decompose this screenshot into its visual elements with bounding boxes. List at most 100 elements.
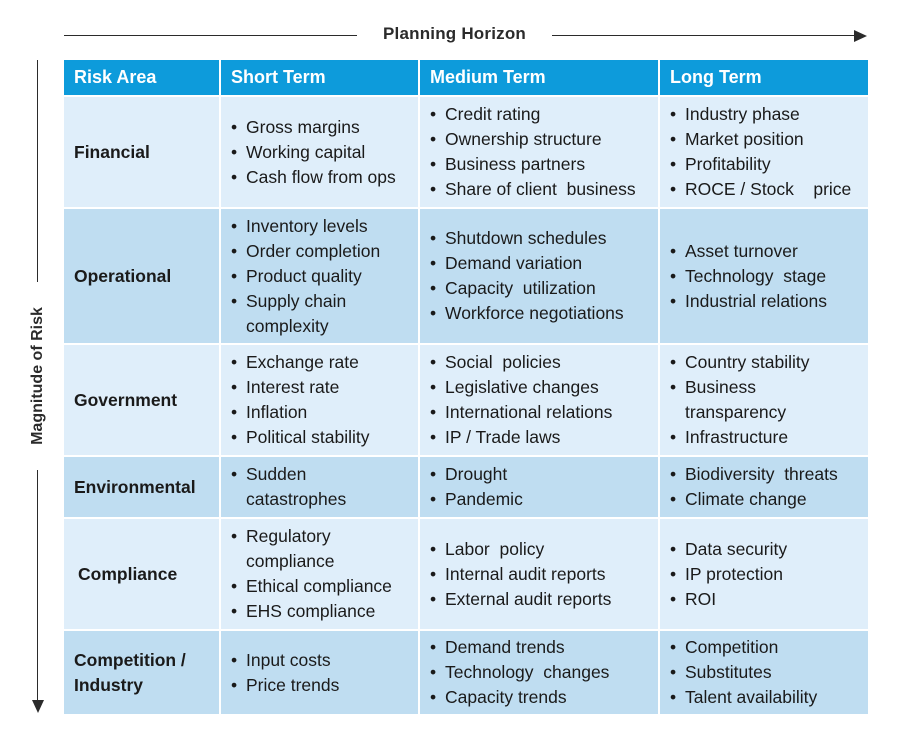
list-item: Labor policy	[430, 537, 648, 562]
list-item: Input costs	[231, 648, 408, 673]
horizon-line-left	[64, 35, 357, 36]
list-item: Infrastructure	[670, 425, 858, 450]
list-item: Asset turnover	[670, 239, 858, 264]
risk-area-cell: Operational	[64, 208, 221, 345]
list-item: Regulatory compliance	[231, 524, 408, 574]
list-item: Exchange rate	[231, 350, 408, 375]
short-term-cell: Regulatory compliance Ethical compliance…	[220, 518, 420, 631]
long-term-cell: Biodiversity threats Climate change	[659, 456, 868, 519]
list-item: Technology stage	[670, 264, 858, 289]
list-item: Drought	[430, 462, 648, 487]
list-item: Climate change	[670, 487, 858, 512]
short-term-cell: Sudden catastrophes	[220, 456, 420, 519]
medium-term-cell: Credit rating Ownership structure Busine…	[419, 96, 660, 209]
long-term-cell: Data security IP protection ROI	[659, 518, 868, 631]
arrow-down-icon	[32, 700, 44, 713]
header-medium-term: Medium Term	[419, 60, 660, 97]
row-environmental: Environmental Sudden catastrophes Drough…	[64, 456, 868, 519]
row-competition-industry: Competition / Industry Input costs Price…	[64, 630, 868, 716]
list-item: Business partners	[430, 152, 648, 177]
header-risk-area: Risk Area	[64, 60, 221, 97]
risk-area-label: Industry	[74, 674, 144, 695]
risk-area-label: Competition /	[74, 649, 186, 670]
list-item: Demand trends	[430, 635, 648, 660]
medium-term-cell: Social policies Legislative changes Inte…	[419, 344, 660, 457]
list-item: Demand variation	[430, 251, 648, 276]
magnitude-label-wrap: Magnitude of Risk	[24, 282, 52, 470]
list-item: Order completion	[231, 239, 408, 264]
horizon-line-right	[552, 35, 856, 36]
list-item: Business transparency	[670, 375, 858, 425]
magnitude-line-bottom	[37, 470, 38, 702]
risk-area-label: Operational	[74, 265, 172, 286]
list-item: Credit rating	[430, 102, 648, 127]
list-item: Biodiversity threats	[670, 462, 858, 487]
list-item: External audit reports	[430, 587, 648, 612]
list-item: Market position	[670, 127, 858, 152]
list-item: Pandemic	[430, 487, 648, 512]
list-item: EHS compliance	[231, 599, 408, 624]
list-item: Talent availability	[670, 685, 858, 710]
medium-term-cell: Drought Pandemic	[419, 456, 660, 519]
short-term-cell: Inventory levels Order completion Produc…	[220, 208, 420, 345]
risk-area-cell: Competition / Industry	[64, 630, 221, 716]
list-item: Technology changes	[430, 660, 648, 685]
long-term-cell: Asset turnover Technology stage Industri…	[659, 208, 868, 345]
list-item: Substitutes	[670, 660, 858, 685]
medium-term-cell: Demand trends Technology changes Capacit…	[419, 630, 660, 716]
list-item: Sudden catastrophes	[231, 462, 408, 512]
list-item: Ownership structure	[430, 127, 648, 152]
list-item: Cash flow from ops	[231, 165, 408, 190]
short-term-cell: Input costs Price trends	[220, 630, 420, 716]
list-item: Workforce negotiations	[430, 301, 648, 326]
list-item: Internal audit reports	[430, 562, 648, 587]
list-item: Price trends	[231, 673, 408, 698]
list-item: Inventory levels	[231, 214, 408, 239]
medium-term-cell: Labor policy Internal audit reports Exte…	[419, 518, 660, 631]
risk-area-label: Financial	[74, 141, 150, 162]
list-item: Profitability	[670, 152, 858, 177]
list-item: Industry phase	[670, 102, 858, 127]
list-item: Political stability	[231, 425, 408, 450]
list-item: Industrial relations	[670, 289, 858, 314]
list-item: Competition	[670, 635, 858, 660]
list-item: Product quality	[231, 264, 408, 289]
list-item: Data security	[670, 537, 858, 562]
risk-area-label: Compliance	[78, 563, 178, 584]
medium-term-cell: Shutdown schedules Demand variation Capa…	[419, 208, 660, 345]
magnitude-of-risk-label: Magnitude of Risk	[29, 307, 46, 445]
risk-area-cell: Government	[64, 344, 221, 457]
list-item: Shutdown schedules	[430, 226, 648, 251]
list-item: IP / Trade laws	[430, 425, 648, 450]
list-item: Share of client business	[430, 177, 648, 202]
list-item: Working capital	[231, 140, 408, 165]
list-item: ROI	[670, 587, 858, 612]
table-header-row: Risk Area Short Term Medium Term Long Te…	[64, 60, 868, 97]
list-item: ROCE / Stock price	[670, 177, 858, 202]
long-term-cell: Competition Substitutes Talent availabil…	[659, 630, 868, 716]
long-term-cell: Industry phase Market position Profitabi…	[659, 96, 868, 209]
list-item: Ethical compliance	[231, 574, 408, 599]
list-item: Interest rate	[231, 375, 408, 400]
header-short-term: Short Term	[220, 60, 420, 97]
list-item: Gross margins	[231, 115, 408, 140]
risk-area-label: Government	[74, 389, 178, 410]
list-item: International relations	[430, 400, 648, 425]
list-item: Inflation	[231, 400, 408, 425]
list-item: Capacity trends	[430, 685, 648, 710]
planning-horizon-label: Planning Horizon	[383, 24, 526, 43]
magnitude-of-risk-axis: Magnitude of Risk	[24, 60, 52, 716]
risk-area-label: Environmental	[74, 476, 196, 497]
arrow-right-icon	[854, 30, 867, 42]
planning-horizon-axis: Planning Horizon	[64, 22, 868, 48]
list-item: Legislative changes	[430, 375, 648, 400]
row-compliance: Compliance Regulatory compliance Ethical…	[64, 518, 868, 631]
short-term-cell: Gross margins Working capital Cash flow …	[220, 96, 420, 209]
risk-area-cell: Compliance	[64, 518, 221, 631]
list-item: Social policies	[430, 350, 648, 375]
list-item: Capacity utilization	[430, 276, 648, 301]
risk-area-cell: Environmental	[64, 456, 221, 519]
risk-matrix-table: Risk Area Short Term Medium Term Long Te…	[64, 60, 868, 716]
short-term-cell: Exchange rate Interest rate Inflation Po…	[220, 344, 420, 457]
header-long-term: Long Term	[659, 60, 868, 97]
